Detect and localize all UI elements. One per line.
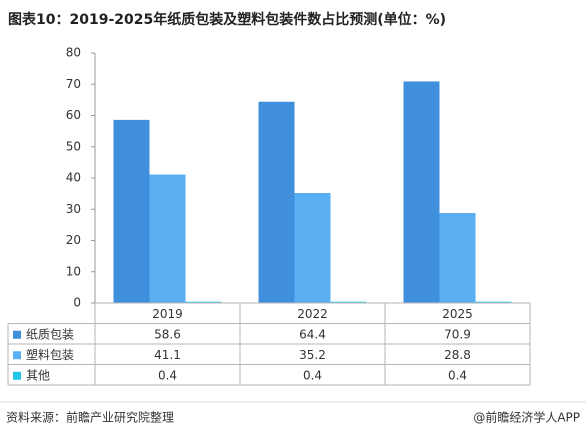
legend-swatch bbox=[13, 371, 21, 380]
bar bbox=[439, 213, 476, 303]
x-tick-label: 2019 bbox=[152, 307, 183, 321]
y-tick-label: 70 bbox=[66, 77, 81, 91]
y-tick-label: 50 bbox=[66, 139, 81, 153]
bar bbox=[403, 81, 440, 303]
legend-swatch bbox=[13, 351, 21, 360]
bar bbox=[330, 301, 367, 303]
table-value: 58.6 bbox=[154, 327, 181, 341]
x-tick-label: 2022 bbox=[297, 307, 328, 321]
table-value: 0.4 bbox=[158, 368, 177, 382]
y-tick-label: 30 bbox=[66, 202, 81, 216]
legend-label: 其他 bbox=[26, 368, 50, 382]
bar bbox=[113, 119, 150, 303]
brand: @前瞻经济学人APP bbox=[473, 410, 580, 425]
y-tick-label: 20 bbox=[66, 233, 81, 247]
bar bbox=[258, 101, 295, 303]
legend-label: 纸质包装 bbox=[26, 327, 74, 341]
table-value: 41.1 bbox=[154, 348, 181, 362]
bar bbox=[475, 301, 512, 303]
y-tick-label: 0 bbox=[73, 296, 81, 310]
table-value: 35.2 bbox=[299, 348, 326, 362]
table-value: 0.4 bbox=[303, 368, 322, 382]
chart-title: 图表10：2019-2025年纸质包装及塑料包装件数占比预测(单位：%) bbox=[8, 11, 446, 28]
source: 资料来源：前瞻产业研究院整理 bbox=[6, 410, 174, 425]
bar bbox=[149, 174, 186, 303]
y-tick-label: 10 bbox=[66, 264, 81, 278]
legend-swatch bbox=[13, 330, 21, 339]
x-tick-label: 2025 bbox=[442, 307, 473, 321]
bar bbox=[185, 301, 222, 303]
legend-label: 塑料包装 bbox=[26, 347, 74, 362]
table-value: 28.8 bbox=[444, 348, 471, 362]
table-value: 64.4 bbox=[299, 327, 326, 341]
bar bbox=[294, 193, 331, 303]
table-value: 70.9 bbox=[444, 327, 471, 341]
y-tick-label: 80 bbox=[66, 46, 81, 60]
y-tick-label: 40 bbox=[66, 171, 81, 185]
y-tick-label: 60 bbox=[66, 108, 81, 122]
table-value: 0.4 bbox=[448, 368, 467, 382]
